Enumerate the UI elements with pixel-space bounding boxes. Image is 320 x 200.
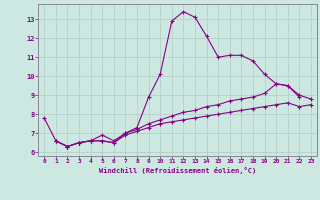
X-axis label: Windchill (Refroidissement éolien,°C): Windchill (Refroidissement éolien,°C) bbox=[99, 167, 256, 174]
